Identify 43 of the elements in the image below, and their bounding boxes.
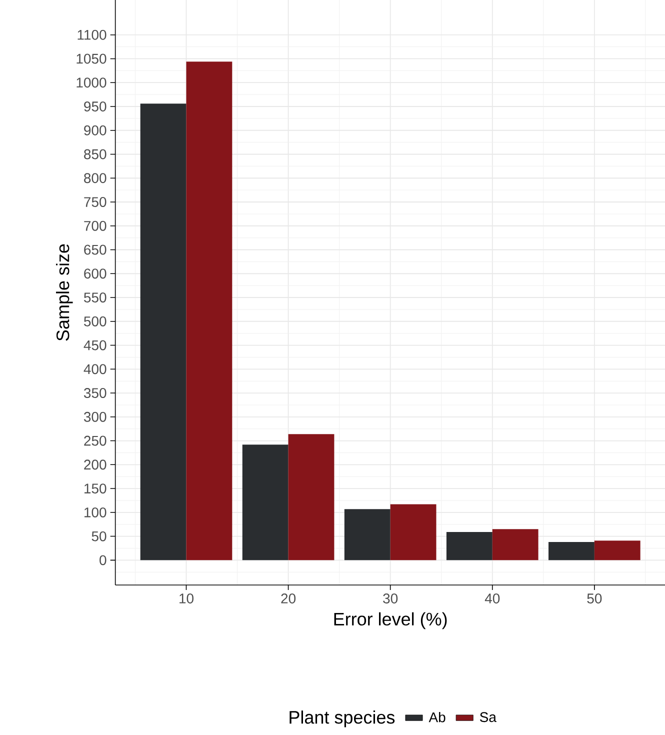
bar (242, 444, 288, 560)
y-tick-label: 750 (84, 197, 106, 207)
y-tick-label: 300 (84, 412, 106, 422)
y-tick-label: 500 (84, 316, 106, 326)
y-tick-label: 1100 (78, 30, 106, 40)
y-tick-label: 1000 (76, 78, 106, 88)
y-tick-label: 150 (84, 484, 106, 494)
bar (186, 62, 232, 560)
y-tick-label: 950 (84, 102, 106, 112)
y-tick-label: 100 (84, 507, 106, 518)
y-tick-label: 250 (84, 436, 106, 446)
y-tick-label: 800 (84, 173, 106, 184)
legend-title: Plant species (290, 710, 394, 728)
y-tick-label: 850 (84, 149, 106, 160)
bar (548, 542, 594, 560)
legend-label: Ab (428, 712, 446, 722)
bar (446, 532, 492, 560)
y-tick-label: 400 (84, 364, 106, 374)
x-axis-title: Error level (%) (334, 612, 447, 630)
bar (492, 529, 538, 560)
bar (344, 509, 390, 560)
y-axis-title: Sample size (56, 244, 73, 341)
y-tick-label: 350 (84, 388, 106, 398)
y-tick-label: 450 (84, 340, 106, 350)
y-tick-label: 900 (84, 125, 106, 136)
bar (140, 104, 186, 560)
y-tick-label: 200 (84, 460, 106, 470)
bar (390, 504, 436, 560)
bar (288, 434, 334, 560)
y-tick-label: 650 (84, 244, 106, 255)
x-tick-label: 50 (587, 594, 602, 604)
legend-label: Sa (480, 712, 496, 722)
x-tick-label: 40 (484, 594, 500, 604)
x-tick-label: 20 (281, 594, 296, 604)
x-tick-label: 10 (179, 594, 194, 604)
y-tick-label: 600 (84, 268, 106, 279)
bar (594, 540, 640, 560)
y-tick-label: 700 (84, 220, 106, 231)
y-tick-label: 550 (84, 292, 106, 302)
x-tick-label: 30 (382, 594, 398, 604)
y-tick-label: 1050 (76, 54, 106, 64)
y-tick-label: 50 (92, 531, 106, 542)
y-tick-label: 0 (99, 555, 106, 566)
